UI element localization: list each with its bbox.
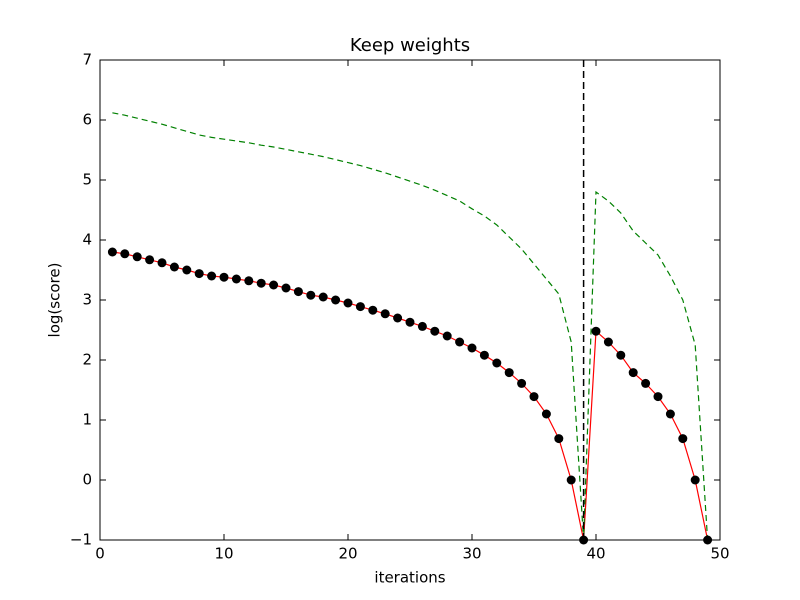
y-tick-label: 6 — [82, 111, 92, 129]
data-point — [393, 313, 403, 323]
y-tick-label: 4 — [82, 231, 92, 249]
data-point — [690, 475, 700, 485]
data-point — [665, 409, 675, 419]
data-point — [417, 321, 427, 331]
data-point — [591, 326, 601, 336]
data-point — [442, 331, 452, 341]
data-point — [641, 378, 651, 388]
data-point — [517, 378, 527, 388]
data-point — [529, 392, 539, 402]
data-point — [492, 358, 502, 368]
x-axis-label: iterations — [374, 569, 445, 587]
data-point — [455, 337, 465, 347]
data-point — [368, 305, 378, 315]
data-point — [182, 265, 192, 275]
data-point — [157, 258, 167, 268]
data-point — [504, 368, 514, 378]
data-point — [281, 283, 291, 293]
y-tick-label: 1 — [82, 411, 92, 429]
y-axis-label: log(score) — [46, 263, 64, 338]
data-point — [244, 276, 254, 286]
data-point — [306, 290, 316, 300]
x-tick-label: 0 — [95, 545, 105, 563]
data-point — [293, 287, 303, 297]
data-point — [430, 326, 440, 336]
data-point — [318, 292, 328, 302]
data-point — [566, 475, 576, 485]
x-tick-label: 20 — [338, 545, 357, 563]
data-point — [331, 295, 341, 305]
data-point — [231, 274, 241, 284]
series-line — [112, 112, 709, 540]
data-point — [219, 272, 229, 282]
data-point — [628, 368, 638, 378]
x-tick-label: 40 — [586, 545, 605, 563]
data-point — [603, 337, 613, 347]
data-point — [145, 255, 155, 265]
data-point — [132, 252, 142, 262]
data-point — [653, 392, 663, 402]
data-point — [169, 262, 179, 272]
data-point — [355, 302, 365, 312]
y-tick-label: 3 — [82, 291, 92, 309]
x-tick-label: 10 — [214, 545, 233, 563]
y-tick-label: 2 — [82, 351, 92, 369]
data-point — [467, 343, 477, 353]
y-tick-label: 7 — [82, 51, 92, 69]
data-point — [207, 271, 217, 281]
data-point — [380, 309, 390, 319]
data-point — [256, 278, 266, 288]
data-point — [678, 434, 688, 444]
x-tick-label: 50 — [710, 545, 729, 563]
data-point — [541, 409, 551, 419]
x-tick-label: 30 — [462, 545, 481, 563]
data-point — [120, 249, 130, 259]
data-point — [194, 269, 204, 279]
data-point — [479, 350, 489, 360]
y-tick-label: −1 — [70, 531, 92, 549]
chart-title: Keep weights — [350, 35, 470, 56]
data-point — [107, 247, 117, 257]
data-point — [269, 280, 279, 290]
data-point — [405, 317, 415, 327]
data-point — [343, 298, 353, 308]
data-point — [554, 434, 564, 444]
y-tick-label: 5 — [82, 171, 92, 189]
data-point — [616, 350, 626, 360]
y-tick-label: 0 — [82, 471, 92, 489]
